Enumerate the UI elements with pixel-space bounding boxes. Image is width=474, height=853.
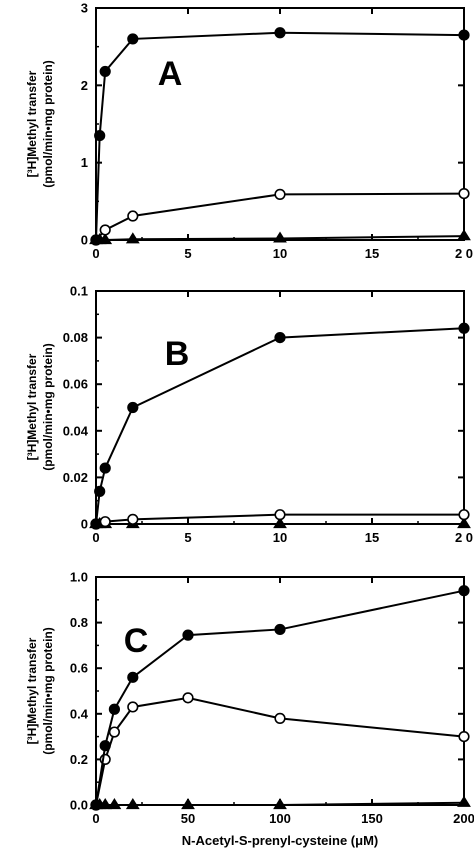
panel-label: C — [124, 622, 149, 660]
y-axis-label: [³H]Methyl transfer — [25, 637, 39, 744]
data-point-filled-circle — [108, 703, 121, 715]
data-point-filled-triangle — [273, 798, 287, 810]
data-point-filled-circle — [127, 401, 139, 414]
y-tick-label: 0.0 — [70, 798, 88, 813]
x-tick-label: 50 — [181, 811, 195, 826]
y-axis-label: [³H]Methyl transfer — [25, 353, 39, 460]
data-point-filled-circle — [90, 518, 102, 530]
y-tick-label: 3 — [81, 1, 88, 16]
x-tick-label: 100 — [269, 811, 291, 826]
y-tick-label: 1.0 — [70, 570, 88, 585]
data-point-filled-circle — [94, 130, 106, 142]
y-tick-label: 1 — [81, 155, 88, 170]
y-tick-label: 0.4 — [70, 706, 89, 721]
x-tick-label: 0 — [92, 246, 99, 261]
data-point-open-circle — [458, 188, 470, 200]
data-point-open-circle — [274, 509, 286, 521]
series-line-filled-circle — [95, 589, 465, 806]
data-point-filled-triangle — [98, 798, 113, 810]
x-tick-label: 10 — [273, 246, 287, 261]
x-tick-label: 5 — [184, 246, 191, 261]
plot-frame — [95, 576, 465, 806]
x-tick-label: 5 — [184, 530, 191, 545]
x-tick-label: 0 — [92, 811, 99, 826]
x-tick-label: 10 — [273, 530, 287, 545]
data-point-filled-triangle — [457, 795, 471, 807]
x-tick-label: 2 0 — [455, 530, 473, 545]
y-axis-label-units: (pmol/min•mg protein) — [41, 60, 55, 188]
y-axis-label-units: (pmol/min•mg protein) — [41, 627, 55, 755]
chart-panel-c: 0 50 100 150 200 0.0 0.2 0.4 0.6 0.8 1.0 [³H]Methyl… — [25, 570, 474, 849]
data-point-open-circle — [127, 701, 139, 713]
chart-panel-b: 0 5 10 15 2 000.020.040.060.080.1[³H]Methyl … — [25, 284, 473, 546]
data-point-open-circle — [274, 712, 286, 724]
data-point-open-circle — [127, 513, 139, 525]
data-point-filled-triangle — [273, 517, 287, 529]
x-tick-label: 15 — [365, 530, 379, 545]
data-point-filled-triangle — [125, 232, 140, 244]
data-point-filled-triangle — [107, 798, 122, 810]
data-point-open-circle — [127, 210, 139, 222]
y-tick-label: 0.8 — [70, 615, 88, 630]
y-tick-label: 0.2 — [70, 752, 88, 767]
data-point-filled-circle — [274, 623, 286, 636]
y-tick-label: 0.06 — [63, 377, 88, 392]
plot-frame — [95, 290, 465, 525]
series-line-filled-circle — [95, 327, 465, 525]
data-point-filled-circle — [458, 585, 470, 597]
y-tick-label: 0.1 — [70, 284, 88, 299]
data-point-filled-circle — [127, 671, 139, 683]
data-point-open-circle — [458, 509, 470, 521]
panel-label: B — [165, 335, 190, 373]
data-point-filled-triangle — [125, 798, 140, 810]
x-tick-label: 200 — [453, 811, 474, 826]
y-tick-label: 0.02 — [63, 470, 88, 485]
y-tick-label: 0 — [81, 517, 88, 532]
y-tick-label: 0.6 — [70, 661, 88, 676]
data-point-open-circle — [274, 188, 286, 200]
data-point-filled-triangle — [273, 231, 287, 243]
data-point-filled-circle — [99, 740, 111, 752]
data-point-open-circle — [458, 730, 470, 743]
data-point-filled-triangle — [181, 798, 195, 810]
x-tick-label: 0 — [92, 530, 99, 545]
x-tick-label: 15 — [365, 246, 379, 261]
data-point-filled-triangle — [457, 229, 471, 241]
y-tick-label: 2 — [81, 78, 88, 93]
data-point-open-circle — [99, 516, 111, 528]
panel-label: A — [158, 55, 183, 93]
data-point-filled-circle — [90, 799, 102, 811]
data-point-filled-circle — [99, 65, 111, 78]
data-point-filled-triangle — [457, 517, 471, 529]
data-point-filled-circle — [127, 33, 139, 45]
y-axis-label-units: (pmol/min•mg protein) — [41, 343, 55, 471]
data-point-filled-circle — [90, 234, 102, 246]
data-point-open-circle — [99, 224, 111, 236]
x-axis-label: N-Acetyl-S-prenyl-cysteine (μM) — [182, 833, 379, 848]
series-line-filled-circle — [95, 31, 465, 241]
chart-panel-a: 0 5 10 15 2 0 0 1 2 3 [³H]Methyl transfer (pmol/mi… — [25, 1, 473, 262]
data-point-filled-circle — [94, 485, 106, 497]
data-point-filled-circle — [458, 322, 470, 334]
y-axis-label: [³H]Methyl transfer — [25, 70, 39, 177]
data-point-filled-circle — [274, 27, 286, 39]
data-point-open-circle — [182, 692, 194, 704]
data-point-filled-circle — [274, 332, 286, 344]
data-point-filled-circle — [458, 29, 470, 41]
x-tick-label: 2 0 — [455, 246, 473, 261]
x-tick-label: 150 — [361, 811, 383, 826]
y-tick-label: 0.04 — [63, 423, 89, 438]
data-point-filled-triangle — [98, 233, 113, 245]
y-tick-label: 0.08 — [63, 330, 88, 345]
data-point-filled-circle — [99, 462, 111, 474]
plot-frame — [95, 7, 465, 241]
data-point-open-circle — [108, 726, 120, 738]
data-point-filled-circle — [182, 629, 194, 641]
y-tick-label: 0 — [81, 233, 88, 248]
